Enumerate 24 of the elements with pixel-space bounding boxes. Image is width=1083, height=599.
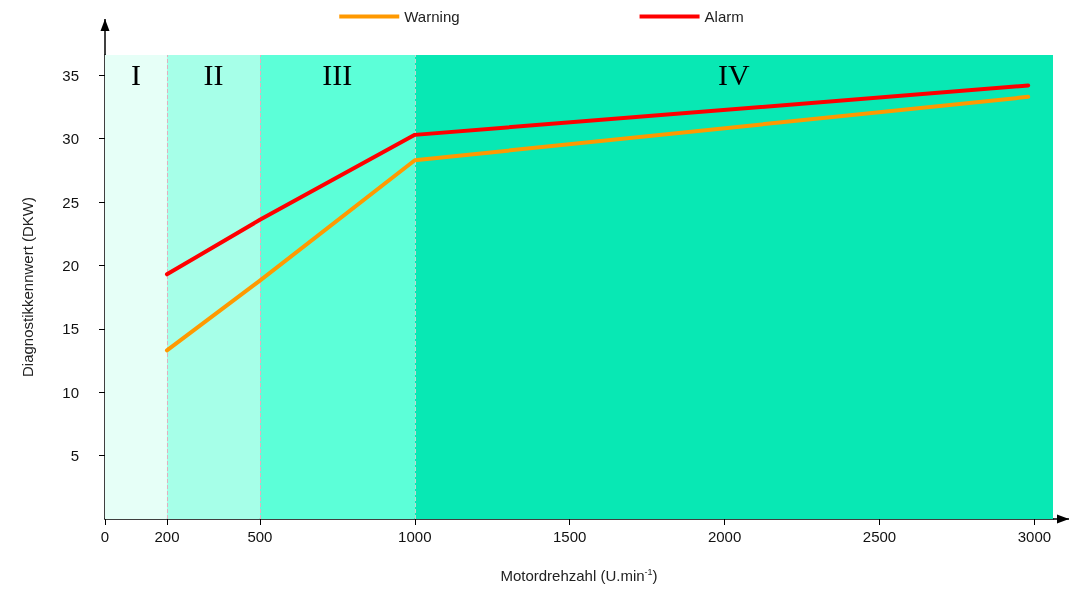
x-tick-label: 2500 (862, 528, 897, 545)
x-tick-label: 1500 (553, 528, 587, 545)
line-series (164, 83, 1031, 277)
legend-label: Warning (404, 8, 460, 25)
line-series (164, 94, 1031, 353)
band-label: I (130, 57, 141, 91)
band-label: IV (718, 57, 751, 91)
y-tick-label: 30 (62, 130, 79, 148)
y-tick-label: 35 (62, 66, 79, 84)
y-tick-label: 20 (62, 256, 79, 274)
y-axis-title: Diagnostikkennwert (DKW) (19, 196, 36, 378)
band-label: II (203, 57, 224, 91)
x-tick-label: 200 (154, 528, 180, 545)
y-tick-label: 15 (62, 320, 79, 338)
x-tick-label: 2000 (707, 528, 742, 545)
legend-label: Alarm (704, 8, 744, 25)
band-label: III (322, 57, 353, 91)
x-tick-label: 3000 (1017, 528, 1052, 545)
y-tick-label: 5 (70, 447, 79, 465)
y-tick-label: 10 (62, 383, 79, 401)
y-tick-label: 25 (62, 193, 79, 211)
x-tick-label: 0 (100, 528, 110, 545)
x-tick-label: 500 (247, 528, 273, 545)
x-tick-label: 1000 (398, 528, 432, 545)
